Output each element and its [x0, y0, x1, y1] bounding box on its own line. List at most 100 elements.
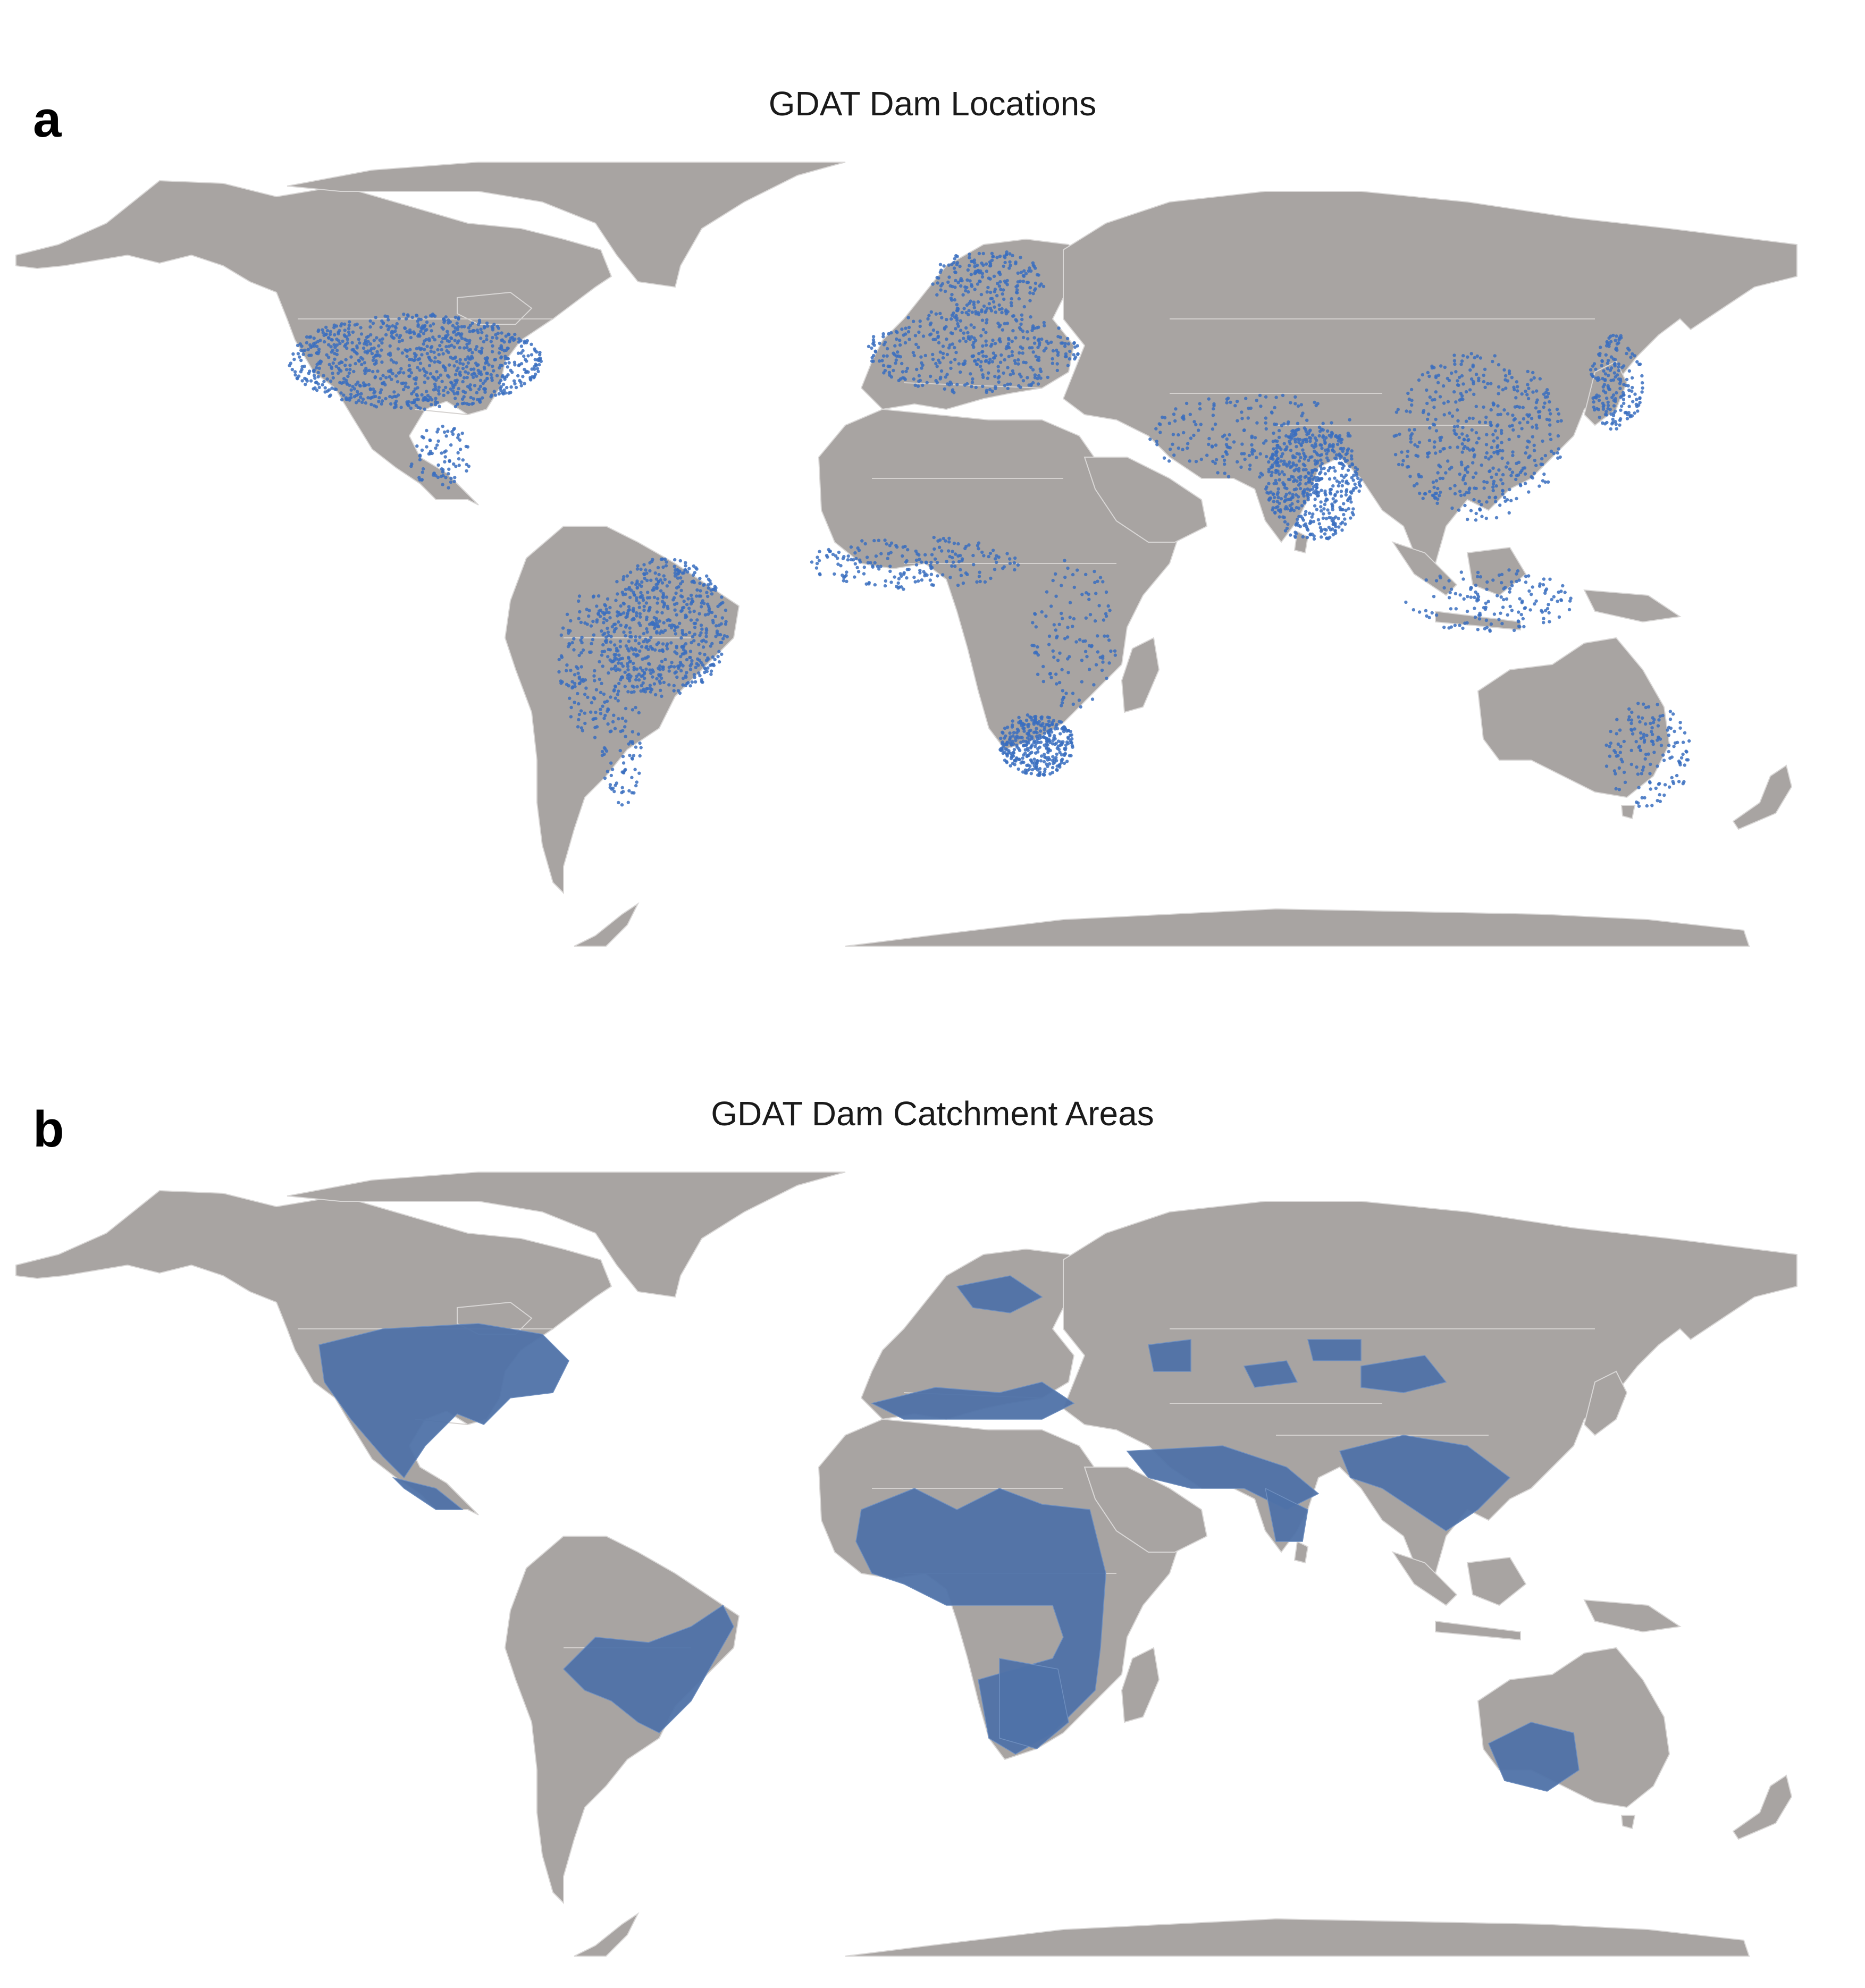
dam-point	[700, 627, 704, 631]
dam-point	[652, 626, 657, 630]
dam-point	[1060, 704, 1063, 707]
dam-point	[1460, 432, 1464, 436]
catchment-area	[392, 1477, 464, 1510]
dam-point	[1005, 760, 1009, 763]
dam-point	[359, 326, 363, 330]
dam-point	[1667, 749, 1670, 754]
dam-point	[1630, 389, 1634, 393]
dam-point	[1311, 512, 1315, 516]
dam-point	[1319, 500, 1323, 504]
dam-point	[1226, 475, 1231, 478]
dam-point	[631, 648, 635, 652]
dam-point	[1687, 739, 1691, 743]
dam-point	[457, 386, 460, 391]
dam-point	[1421, 496, 1425, 500]
dam-point	[1472, 498, 1476, 502]
dam-point	[1051, 755, 1055, 759]
dam-point	[1192, 433, 1196, 437]
dam-point	[653, 693, 658, 697]
dam-point	[309, 353, 313, 357]
dam-point	[1019, 327, 1023, 331]
dam-point	[1274, 395, 1278, 399]
dam-point	[906, 330, 911, 334]
dam-point	[462, 376, 466, 380]
dam-point	[1046, 729, 1050, 733]
dam-point	[1496, 594, 1499, 597]
dam-point	[1047, 724, 1051, 728]
dam-point	[1102, 618, 1106, 622]
dam-point	[1338, 506, 1342, 509]
dam-point	[1534, 423, 1538, 427]
dam-point	[1029, 745, 1033, 748]
dam-point	[951, 560, 955, 564]
dam-point	[1465, 609, 1469, 613]
dam-point	[1430, 611, 1434, 615]
dam-point	[1448, 411, 1451, 415]
dam-point	[1611, 414, 1616, 418]
dam-point	[1021, 274, 1026, 277]
dam-point	[656, 566, 660, 570]
dam-point	[1294, 467, 1298, 471]
dam-point	[973, 265, 977, 268]
dam-point	[1446, 400, 1450, 403]
dam-point	[1417, 440, 1422, 444]
dam-point	[1636, 702, 1640, 705]
dam-point	[453, 405, 458, 409]
dam-point	[635, 780, 639, 784]
dam-point	[1667, 744, 1671, 747]
dam-point	[663, 578, 667, 582]
dam-point	[1277, 428, 1281, 433]
dam-point	[1523, 482, 1527, 485]
dam-point	[954, 327, 957, 331]
dam-point	[1612, 404, 1616, 408]
dam-point	[699, 631, 703, 635]
dam-point	[503, 377, 507, 381]
dam-point	[1542, 621, 1545, 625]
dam-point	[1301, 411, 1305, 415]
dam-point	[1546, 480, 1550, 484]
dam-point	[1359, 478, 1363, 482]
dam-point	[1024, 718, 1029, 722]
dam-point	[642, 672, 646, 676]
dam-point	[399, 367, 403, 370]
dam-point	[673, 574, 677, 578]
dam-point	[943, 289, 947, 293]
dam-point	[1640, 772, 1643, 776]
dam-point	[499, 355, 503, 359]
dam-point	[1636, 409, 1640, 413]
dam-point	[1527, 386, 1531, 390]
dam-point	[1048, 734, 1052, 738]
dam-point	[415, 393, 418, 397]
dam-point	[1063, 752, 1066, 756]
dam-point	[451, 357, 455, 360]
dam-point	[1496, 450, 1500, 453]
dam-point	[1633, 411, 1636, 415]
dam-point	[918, 319, 922, 323]
dam-point	[1096, 634, 1099, 638]
dam-point	[970, 335, 973, 339]
dam-point	[1524, 575, 1528, 578]
dam-point	[1061, 617, 1064, 620]
dam-point	[1325, 429, 1330, 433]
dam-point	[465, 339, 469, 342]
dam-point	[455, 321, 459, 325]
dam-point	[627, 639, 631, 643]
dam-point	[1290, 508, 1293, 511]
dam-point	[634, 784, 638, 788]
dam-point	[1054, 672, 1058, 676]
dam-point	[1296, 437, 1300, 441]
dam-point	[1061, 697, 1064, 702]
dam-point	[1612, 371, 1616, 375]
dam-point	[346, 341, 349, 345]
dam-point	[1012, 748, 1016, 752]
dam-point	[955, 303, 959, 307]
dam-point	[1186, 446, 1189, 450]
dam-point	[818, 550, 821, 553]
dam-point	[1297, 476, 1301, 479]
dam-point	[1325, 456, 1329, 460]
dam-point	[1523, 472, 1527, 476]
dam-point	[422, 332, 426, 335]
dam-point	[340, 381, 343, 385]
dam-point	[993, 288, 997, 291]
dam-point	[1501, 473, 1505, 477]
